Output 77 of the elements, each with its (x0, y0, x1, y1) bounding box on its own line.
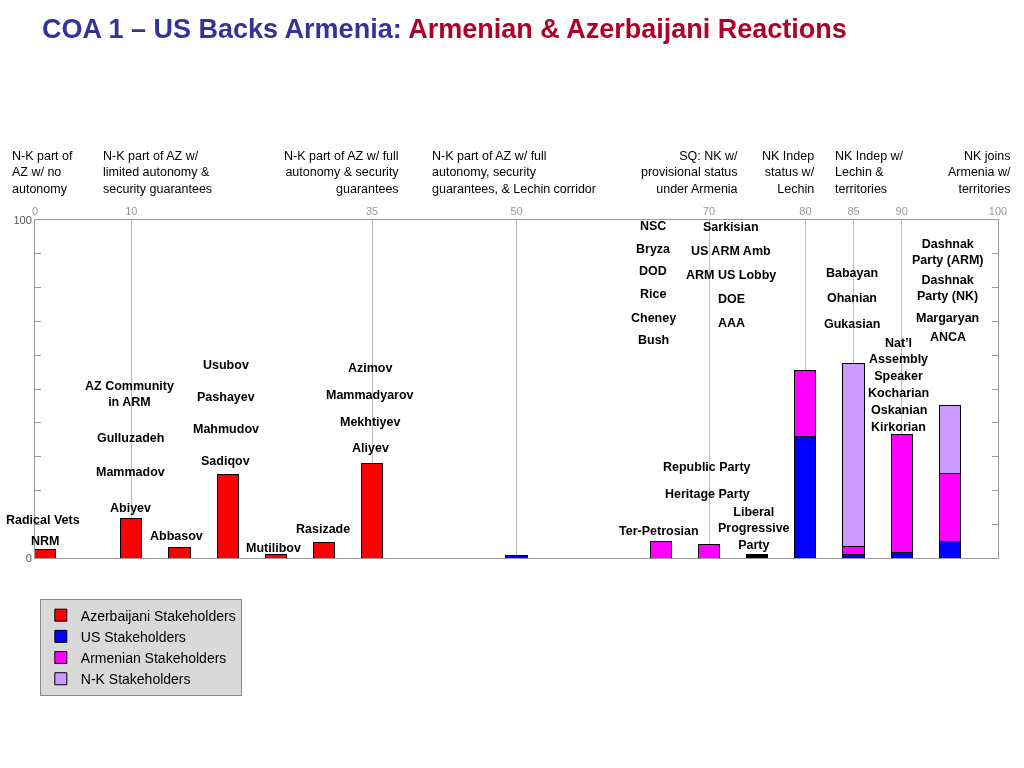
annotation: Rice (640, 287, 667, 301)
x-tick-label: 70 (702, 204, 716, 217)
annotation: AZ Community in ARM (85, 379, 174, 410)
annotation: Republic Party (663, 460, 751, 474)
chart-subtitle: Armenian & Azerbaijani Reactions (408, 14, 847, 44)
annotation: Bush (638, 333, 670, 347)
legend-label: Armenian Stakeholders (80, 650, 227, 667)
annotation: ARM US Lobby (686, 268, 777, 282)
annotation: Margaryan (916, 311, 980, 325)
text: N-K part of AZ w/ full autonomy & security guarantees (284, 149, 400, 196)
bar (35, 549, 56, 558)
annotation: Gukasian (824, 317, 881, 331)
annotation: Sadiqov (201, 454, 250, 468)
x-tick-label: 100 (988, 204, 1008, 217)
bar (505, 554, 528, 558)
annotation: Abbasov (150, 529, 203, 543)
annotation: Azimov (348, 361, 393, 375)
text: N-K part of AZ w/ no autonomy (12, 149, 73, 196)
legend-label: US Stakeholders (80, 628, 186, 645)
annotation: Gulluzadeh (97, 431, 165, 445)
annotation: Kocharian (868, 386, 930, 400)
annotation: Abiyev (110, 501, 152, 515)
annotation: NRM (31, 534, 60, 548)
x-tick-label: 35 (365, 204, 379, 217)
annotation: Mutilibov (246, 541, 301, 555)
annotation: Kirkorian (871, 420, 926, 434)
annotation: Ter-Petrosian (619, 524, 699, 538)
annotation: ANCA (930, 330, 967, 344)
annotation: US ARM Amb (691, 244, 771, 258)
annotation: Dashnak Party (NK) (917, 273, 979, 304)
annotation: Sarkisian (703, 220, 759, 234)
legend-label: Azerbaijani Stakeholders (80, 607, 236, 624)
annotation: Rasizade (296, 522, 351, 536)
bar (890, 434, 913, 554)
annotation: Pashayev (197, 390, 255, 404)
x-tick-label: 85 (847, 204, 860, 217)
bar (649, 541, 673, 558)
x-tick-label: 50 (510, 204, 523, 217)
bar (698, 543, 721, 558)
bar (216, 474, 239, 558)
annotation: Cheney (631, 311, 677, 325)
annotation: AAA (718, 316, 746, 330)
bar (360, 462, 384, 558)
annotation: Nat’l Assembly Speaker (869, 336, 929, 383)
annotation: Heritage Party (665, 487, 750, 501)
annotation: Liberal Progressive Party (718, 505, 790, 552)
chart-title: COA 1 – US Backs Armenia: (42, 14, 402, 44)
annotation: Mahmudov (193, 422, 260, 436)
annotation: Babayan (826, 266, 879, 280)
bar (168, 547, 191, 558)
annotation: Usubov (203, 358, 249, 372)
text: NK Indep w/ Lechin & territories (835, 149, 904, 196)
text: N-K part of AZ w/ full autonomy, security guarantees, & Lechin corridor (432, 149, 596, 196)
bar (746, 554, 769, 558)
annotation: Radical Vets (6, 513, 80, 527)
annotation: Mammadov (96, 465, 165, 479)
annotation: Oskanian (871, 403, 928, 417)
x-tick-label: 80 (799, 204, 812, 217)
x-tick-label: 10 (125, 204, 138, 217)
bar (264, 554, 287, 558)
annotation: Bryza (636, 242, 672, 256)
text: NK joins Armenia w/ territories (948, 149, 1012, 196)
annotation: DOD (639, 264, 667, 278)
bar (312, 542, 335, 558)
text: N-K part of AZ w/ limited autonomy & security guarantees (103, 149, 213, 196)
x-tick-label: 90 (895, 204, 908, 217)
annotation: NSC (640, 219, 667, 233)
annotation: Ohanian (827, 291, 878, 305)
annotation: DOE (718, 292, 746, 306)
annotation: Mekhtiyev (340, 415, 401, 429)
text: NK Indep status w/ Lechin (762, 149, 815, 196)
annotation: Aliyev (352, 441, 389, 455)
annotation: Mammadyarov (326, 388, 414, 402)
bar (120, 518, 143, 558)
text: SQ: NK w/ provisional status under Armenia (641, 149, 739, 196)
legend-label: N-K Stakeholders (80, 671, 191, 688)
annotation: Dashnak Party (ARM) (912, 237, 984, 268)
